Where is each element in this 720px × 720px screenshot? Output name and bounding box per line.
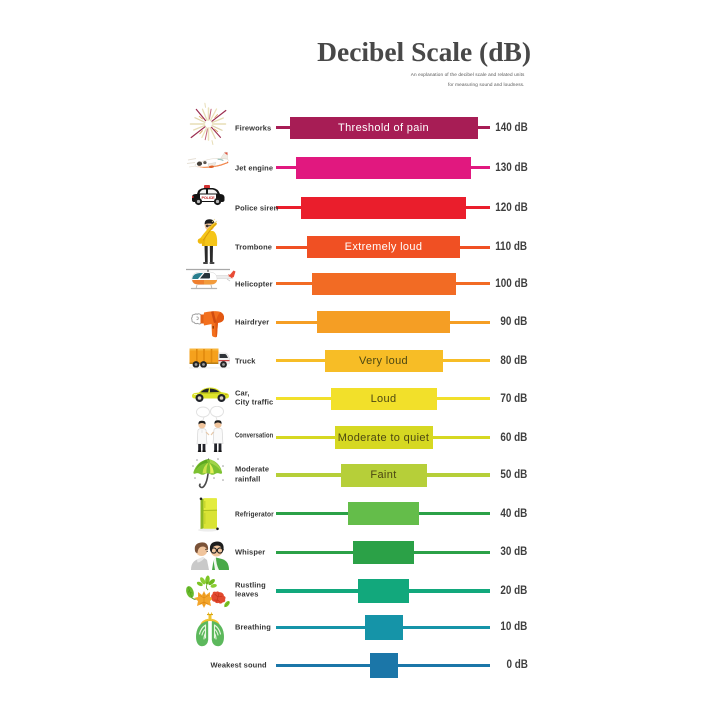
svg-text:POLICE: POLICE <box>202 196 216 200</box>
